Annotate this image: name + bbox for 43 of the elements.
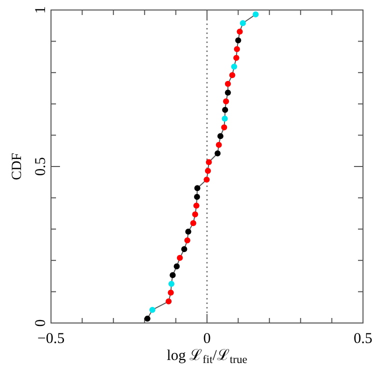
point [229,72,236,78]
point [222,116,228,122]
point [206,159,212,166]
point [190,220,196,226]
point [224,90,231,96]
point [168,280,174,287]
point [214,150,221,156]
point [170,272,176,278]
point [192,211,198,218]
point [181,246,188,252]
point [240,20,246,26]
point [231,64,238,70]
point [168,290,174,296]
x-tick-label: 0 [203,331,211,347]
point [193,202,200,209]
point [224,80,231,87]
point [221,124,228,130]
y-tick-label: 1 [33,6,49,14]
point [176,254,183,261]
point [217,133,224,140]
point [216,142,222,148]
point [185,228,192,235]
point [236,28,243,35]
point [233,54,240,61]
point [235,37,242,44]
point [194,194,200,200]
x-axis-title: log ℒ$_{fit}$/ℒ$_{true}$ [166,348,248,366]
point [223,98,230,104]
x-tick-label: 0.5 [354,331,372,347]
point [184,237,190,244]
point [252,11,259,18]
point [222,106,228,113]
point [166,298,172,304]
point [204,176,210,183]
y-axis-title: CDF [10,152,25,180]
point [234,46,240,52]
point [149,306,156,313]
point [174,263,180,270]
point [194,185,200,192]
x-tick-label: −0.5 [37,331,65,347]
point [204,168,211,174]
y-tick-label: 0.5 [33,157,49,176]
y-tick-label: 0 [33,319,49,327]
